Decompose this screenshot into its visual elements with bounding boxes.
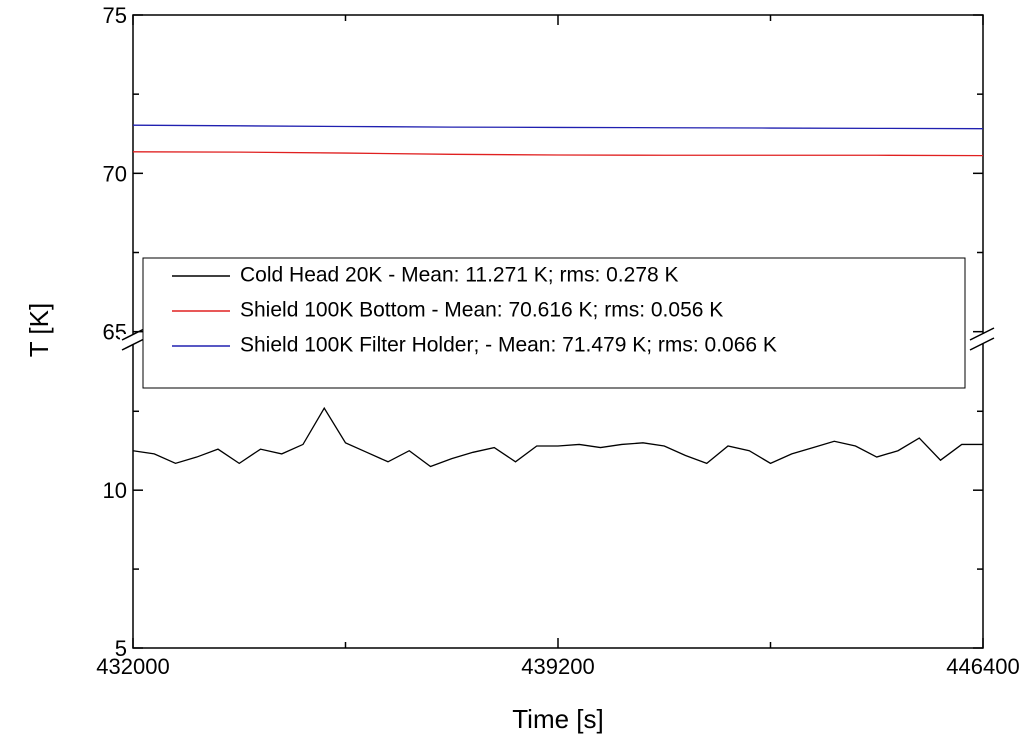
x-tick-label: 439200 [521,654,594,679]
legend-label: Shield 100K Bottom - Mean: 70.616 K; rms… [240,299,723,322]
x-tick-label: 432000 [96,654,169,679]
y-tick-label: 75 [103,3,127,28]
legend-box [142,257,966,389]
series-line [132,124,984,130]
legend: Cold Head 20K - Mean: 11.271 K; rms: 0.2… [142,257,966,389]
legend-label: Cold Head 20K - Mean: 11.271 K; rms: 0.2… [240,264,679,287]
y-tick-label: 10 [103,478,127,503]
y-axis-title: T [K] [24,303,54,357]
x-tick-label: 446400 [946,654,1019,679]
y-tick-label: 5 [115,636,127,661]
x-axis-title: Time [s] [512,704,603,734]
y-tick-label: 70 [103,161,127,186]
series-line [132,406,983,468]
series-line [132,151,984,157]
axis-break [120,327,998,351]
legend-label: Shield 100K Filter Holder; - Mean: 71.47… [240,334,777,357]
